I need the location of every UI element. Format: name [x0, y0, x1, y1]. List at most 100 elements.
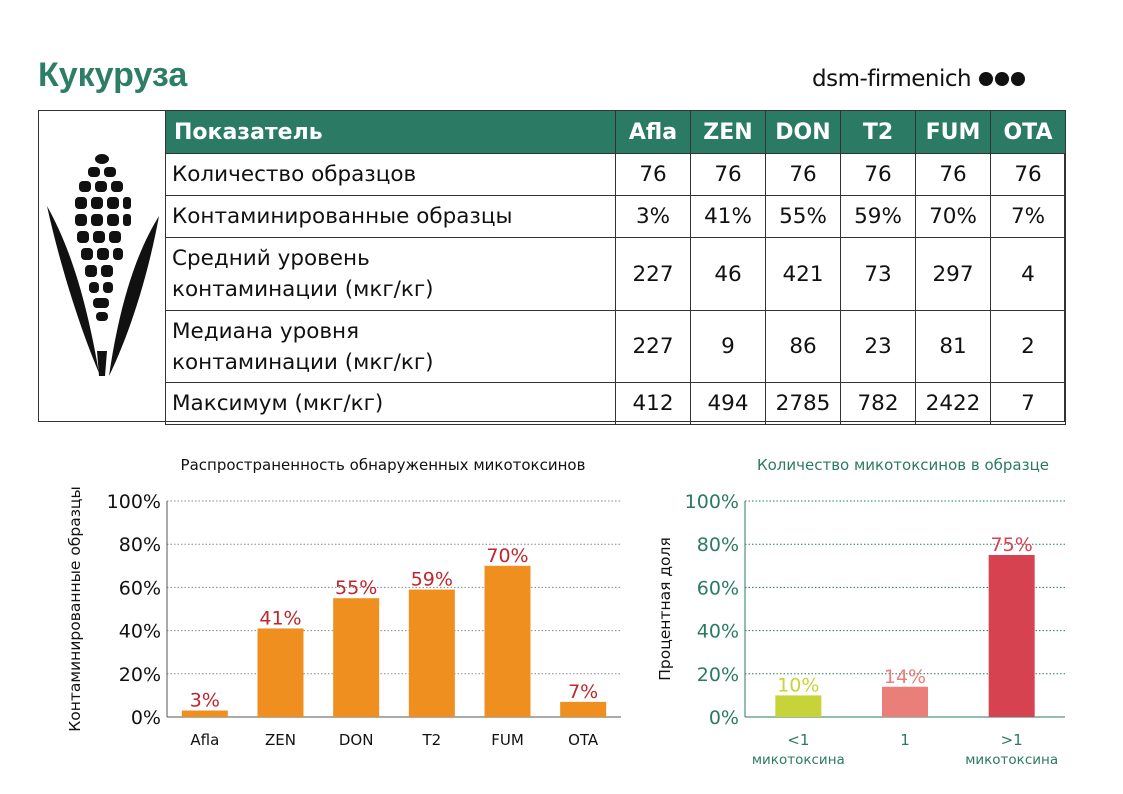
table-cell: 76 — [840, 153, 916, 196]
column-header: DON — [765, 110, 841, 154]
table-row: Средний уровень контаминации (мкг/кг) 22… — [165, 237, 1066, 311]
table-cell: 23 — [840, 310, 916, 383]
page-title: Кукуруза — [38, 56, 188, 94]
table-cell: 2785 — [765, 382, 841, 425]
chart-title: Количество микотоксинов в образце — [757, 456, 1049, 474]
table-cell: 421 — [765, 237, 841, 311]
y-tick-label: 80% — [119, 534, 161, 556]
table-cell: 2 — [990, 310, 1066, 383]
data-label: 55% — [335, 577, 377, 599]
column-header: Показатель — [165, 110, 616, 154]
table-cell: 46 — [690, 237, 766, 311]
row-label: Максимум (мкг/кг) — [165, 382, 616, 425]
table-cell: 81 — [915, 310, 991, 383]
table-cell: 494 — [690, 382, 766, 425]
table-cell: 227 — [615, 310, 691, 383]
table-cell: 86 — [765, 310, 841, 383]
column-header: Afla — [615, 110, 691, 154]
x-tick-label: T2 — [421, 731, 441, 749]
y-tick-label: 20% — [697, 664, 739, 686]
bar — [882, 686, 928, 717]
table-row: Контаминированные образцы 3% 41% 55% 59%… — [165, 195, 1066, 238]
column-header: FUM — [915, 110, 991, 154]
bar — [181, 710, 228, 717]
data-label: 10% — [777, 674, 819, 696]
table-cell: 2422 — [915, 382, 991, 425]
y-tick-label: 100% — [685, 491, 739, 513]
data-label: 3% — [190, 690, 220, 712]
y-tick-label: 80% — [697, 534, 739, 556]
table-row: Максимум (мкг/кг) 412 494 2785 782 2422 … — [165, 382, 1066, 425]
table-cell: 7% — [990, 195, 1066, 238]
row-label: Средний уровень контаминации (мкг/кг) — [165, 237, 616, 311]
x-tick-label: <1 — [787, 731, 809, 749]
data-label: 59% — [411, 569, 453, 591]
x-tick-label: OTA — [568, 731, 599, 749]
row-label: Медиана уровня контаминации (мкг/кг) — [165, 310, 616, 383]
y-tick-label: 100% — [107, 491, 161, 513]
table-cell: 297 — [915, 237, 991, 311]
table-cell: 3% — [615, 195, 691, 238]
table-cell: 227 — [615, 237, 691, 311]
y-tick-label: 20% — [119, 664, 161, 686]
bar — [408, 589, 455, 717]
x-tick-label: микотоксина — [752, 752, 845, 768]
three-dots-logo-icon — [979, 72, 1026, 86]
table-cell: 76 — [615, 153, 691, 196]
bar — [333, 598, 380, 717]
y-tick-label: 0% — [709, 707, 739, 729]
x-tick-label: Afla — [190, 731, 219, 749]
table-cell: 76 — [765, 153, 841, 196]
table-cell: 7 — [990, 382, 1066, 425]
table-cell: 76 — [990, 153, 1066, 196]
chart-title: Распространенность обнаруженных микотокс… — [181, 456, 586, 474]
table-cell: 41% — [690, 195, 766, 238]
y-tick-label: 0% — [131, 707, 161, 729]
bar — [988, 555, 1035, 717]
table-row: Количество образцов 76 76 76 76 76 76 — [165, 153, 1066, 196]
x-tick-label: >1 — [1001, 731, 1023, 749]
row-label: Контаминированные образцы — [165, 195, 616, 238]
y-tick-label: 60% — [119, 577, 161, 599]
table-cell: 59% — [840, 195, 916, 238]
column-header: ZEN — [690, 110, 766, 154]
brand-logo: dsm-firmenich — [812, 66, 1026, 92]
table-cell: 76 — [690, 153, 766, 196]
data-label: 14% — [884, 666, 926, 688]
corn-icon — [47, 154, 159, 376]
x-tick-label: ZEN — [265, 731, 296, 749]
data-label: 7% — [568, 681, 598, 703]
x-tick-label: микотоксина — [965, 752, 1058, 768]
table-cell: 76 — [915, 153, 991, 196]
prevalence-bar-chart: Распространенность обнаруженных микотокс… — [66, 456, 621, 749]
mycotoxin-table-panel: Показатель Afla ZEN DON T2 FUM OTA Колич… — [38, 110, 1066, 425]
mycotoxin-table: Показатель Afla ZEN DON T2 FUM OTA Колич… — [165, 110, 1066, 425]
bar — [560, 701, 607, 717]
column-header: OTA — [990, 110, 1066, 154]
bar — [775, 695, 822, 717]
x-tick-label: FUM — [491, 731, 524, 749]
table-cell: 412 — [615, 382, 691, 425]
data-label: 70% — [486, 545, 528, 567]
table-cell: 73 — [840, 237, 916, 311]
table-cell: 70% — [915, 195, 991, 238]
brand-name: dsm-firmenich — [812, 66, 972, 92]
mycotoxin-count-bar-chart: Количество микотоксинов в образце Процент… — [656, 456, 1065, 768]
bar — [257, 628, 304, 717]
x-tick-label: DON — [339, 731, 374, 749]
y-axis-label: Процентная доля — [656, 537, 674, 681]
table-cell: 782 — [840, 382, 916, 425]
table-cell: 55% — [765, 195, 841, 238]
data-label: 75% — [991, 534, 1033, 556]
x-tick-label: 1 — [900, 731, 910, 749]
data-label: 41% — [259, 607, 301, 629]
y-tick-label: 60% — [697, 577, 739, 599]
table-cell: 4 — [990, 237, 1066, 311]
y-tick-label: 40% — [697, 621, 739, 643]
column-header: T2 — [840, 110, 916, 154]
table-row: Медиана уровня контаминации (мкг/кг) 227… — [165, 310, 1066, 383]
bar — [484, 565, 531, 717]
table-cell: 9 — [690, 310, 766, 383]
row-label: Количество образцов — [165, 153, 616, 196]
y-tick-label: 40% — [119, 621, 161, 643]
